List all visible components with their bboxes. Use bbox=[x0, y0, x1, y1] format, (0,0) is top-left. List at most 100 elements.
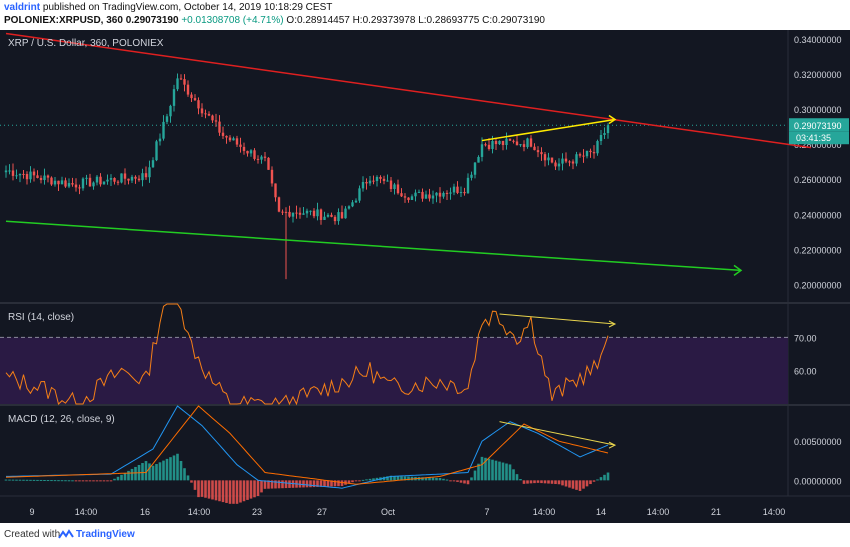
time-axis-tick: 14:00 bbox=[763, 507, 786, 517]
macd-histogram-bar bbox=[8, 479, 11, 481]
candle-body bbox=[382, 178, 386, 181]
candle-body bbox=[522, 144, 526, 148]
macd-histogram-bar bbox=[207, 480, 211, 499]
time-axis-tick: 27 bbox=[317, 507, 327, 517]
candle-body bbox=[193, 98, 197, 101]
price-value: 0.29073190 bbox=[125, 15, 179, 26]
candle-body bbox=[403, 196, 407, 198]
yellow-trendline bbox=[481, 118, 616, 142]
time-axis-tick: 14:00 bbox=[75, 507, 98, 517]
macd-histogram-bar bbox=[438, 478, 442, 481]
macd-histogram-bar bbox=[354, 480, 358, 482]
ohlc-line: POLONIEX:XRPUSD, 360 0.29073190 +0.01308… bbox=[4, 15, 545, 26]
macd-histogram-bar bbox=[29, 479, 32, 481]
candle-body bbox=[389, 180, 393, 190]
macd-histogram-bar bbox=[277, 480, 281, 489]
candle-body bbox=[540, 152, 543, 155]
candle-body bbox=[155, 141, 158, 161]
time-axis-tick: Oct bbox=[381, 507, 396, 517]
candle-body bbox=[424, 194, 428, 199]
candle-body bbox=[274, 183, 277, 198]
macd-histogram-bar bbox=[71, 480, 74, 482]
candle-body bbox=[487, 144, 491, 149]
macd-histogram-bar bbox=[557, 480, 561, 485]
candle-body bbox=[330, 214, 333, 217]
candle-body bbox=[46, 175, 50, 178]
macd-histogram-bar bbox=[4, 479, 8, 481]
macd-histogram-bar bbox=[592, 480, 596, 482]
macd-histogram-bar bbox=[270, 480, 274, 489]
candle-body bbox=[316, 209, 319, 217]
last-price-label-bg bbox=[789, 118, 849, 132]
time-axis-tick: 21 bbox=[711, 507, 721, 517]
rsi-axis-tick: 60.00 bbox=[794, 367, 817, 377]
candle-body bbox=[123, 173, 127, 179]
rsi-axis-tick: 70.00 bbox=[794, 333, 817, 343]
macd-histogram-bar bbox=[400, 476, 403, 481]
author-name[interactable]: valdrint bbox=[4, 2, 41, 13]
candle-body bbox=[172, 89, 176, 106]
candle-body bbox=[480, 144, 484, 157]
candle-body bbox=[78, 187, 81, 189]
candle-body bbox=[501, 140, 505, 146]
macd-histogram-bar bbox=[543, 480, 547, 484]
macd-histogram-bar bbox=[361, 479, 365, 481]
candle-body bbox=[291, 212, 295, 217]
macd-histogram-bar bbox=[403, 476, 407, 481]
macd-histogram-bar bbox=[179, 460, 183, 481]
macd-histogram-bar bbox=[578, 480, 582, 491]
macd-histogram-bar bbox=[449, 480, 452, 482]
candle-body bbox=[225, 135, 228, 138]
macd-histogram-bar bbox=[197, 480, 200, 498]
candle-body bbox=[347, 206, 351, 209]
macd-histogram-bar bbox=[67, 480, 71, 482]
macd-histogram-bar bbox=[172, 455, 176, 481]
candle-body bbox=[428, 194, 431, 199]
tradingview-link[interactable]: TradingView bbox=[76, 529, 135, 540]
macd-histogram-bar bbox=[347, 480, 351, 484]
candle-body bbox=[491, 140, 494, 149]
candle-body bbox=[263, 156, 267, 158]
macd-histogram-bar bbox=[564, 480, 568, 487]
candle-body bbox=[141, 173, 144, 181]
candle-body bbox=[323, 216, 326, 220]
macd-histogram-bar bbox=[148, 463, 151, 481]
candle-body bbox=[130, 176, 134, 181]
candle-body bbox=[354, 200, 358, 203]
macd-histogram-bar bbox=[288, 480, 291, 488]
macd-histogram-bar bbox=[116, 476, 120, 481]
macd-histogram-bar bbox=[99, 480, 102, 482]
candle-body bbox=[106, 179, 109, 182]
candle-body bbox=[375, 176, 379, 182]
candle-body bbox=[449, 192, 452, 194]
candle-body bbox=[456, 186, 459, 193]
candle-body bbox=[536, 150, 540, 153]
ohlc-values: O:0.28914457 H:0.29373978 L:0.28693775 C… bbox=[286, 15, 545, 26]
macd-histogram-bar bbox=[274, 480, 277, 489]
macd-histogram-bar bbox=[589, 480, 592, 485]
time-axis-tick: 9 bbox=[29, 507, 34, 517]
candle-body bbox=[284, 211, 288, 213]
candle-body bbox=[39, 177, 43, 181]
macd-histogram-bar bbox=[141, 463, 144, 481]
macd-histogram-bar bbox=[596, 479, 599, 481]
candle-body bbox=[116, 181, 120, 183]
macd-histogram-bar bbox=[484, 457, 487, 481]
candle-body bbox=[498, 140, 501, 145]
macd-histogram-bar bbox=[463, 480, 466, 484]
macd-arrow-head bbox=[608, 441, 617, 449]
macd-histogram-bar bbox=[501, 462, 505, 481]
macd-histogram-bar bbox=[477, 463, 480, 481]
macd-histogram-bar bbox=[585, 480, 589, 487]
candle-body bbox=[533, 146, 536, 151]
yellow-arrow-head bbox=[608, 114, 617, 125]
chart-area[interactable]: 0.34000000 0.32000000 0.30000000 0.28000000… bbox=[0, 30, 850, 523]
candle-body bbox=[582, 155, 585, 157]
macd-histogram-bar bbox=[144, 461, 148, 481]
macd-histogram-bar bbox=[606, 472, 610, 481]
candle-body bbox=[442, 192, 445, 197]
candle-body bbox=[246, 150, 249, 154]
macd-histogram-bar bbox=[522, 480, 526, 484]
macd-histogram-bar bbox=[176, 453, 179, 481]
candle-body bbox=[578, 154, 582, 156]
